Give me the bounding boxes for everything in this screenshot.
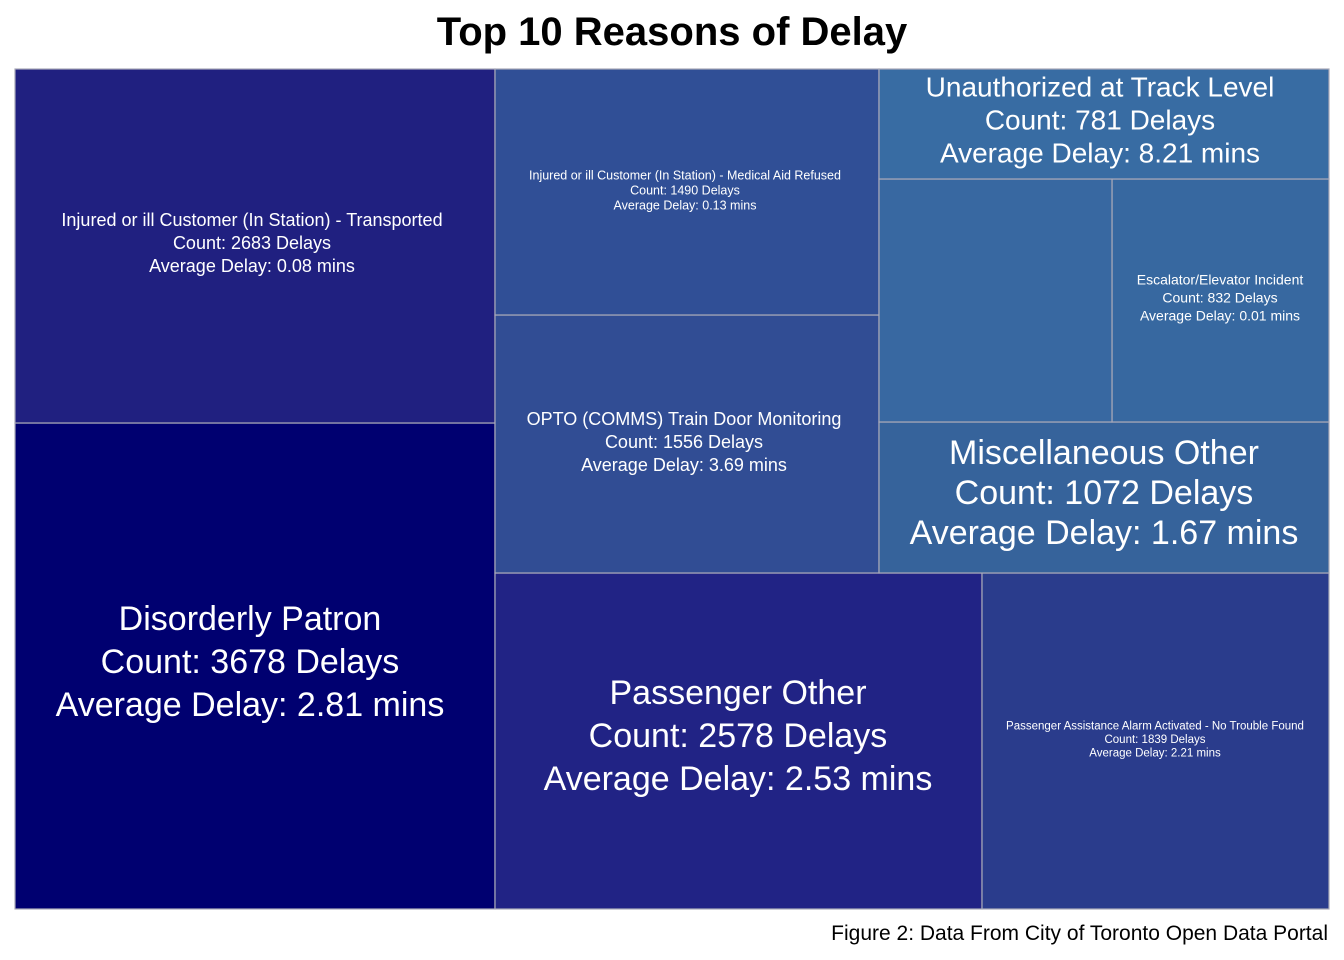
treemap-tile [14,422,496,910]
tile-avg-delay-label: Average Delay: 8.21 mins [940,137,1260,168]
tile-count-label: Count: 2683 Delays [173,233,331,253]
tile-label: Injured or ill Customer (In Station) - M… [529,168,841,182]
treemap-tile [494,314,880,574]
treemap-tile [878,68,1330,180]
tile-avg-delay-label: Average Delay: 3.69 mins [581,455,787,475]
tile-label: Unauthorized at Track Level [926,71,1275,102]
chart-caption: Figure 2: Data From City of Toronto Open… [831,922,1328,945]
tile-count-label: Count: 832 Delays [1162,290,1277,306]
tile-count-label: Count: 1072 Delays [955,474,1254,512]
tile-count-label: Count: 2578 Delays [589,717,888,755]
tile-label: Escalator/Elevator Incident [1137,272,1304,288]
tile-label: Passenger Assistance Alarm Activated - N… [1006,721,1304,733]
tile-label: Miscellaneous Other [949,434,1259,472]
tile-count-label: Count: 1490 Delays [630,183,740,197]
tile-count-label: Count: 1839 Delays [1104,734,1205,746]
tile-label: Disorderly Patron [119,600,382,638]
tile-count-label: Count: 1556 Delays [605,432,763,452]
tile-avg-delay-label: Average Delay: 2.53 mins [544,760,933,798]
treemap-tile [878,178,1113,423]
tile-count-label: Count: 781 Delays [985,104,1215,135]
tile-label: Passenger Other [609,674,866,712]
treemap-tile [494,68,880,316]
tile-avg-delay-label: Average Delay: 0.08 mins [149,256,355,276]
tile-count-label: Count: 3678 Delays [101,643,400,681]
treemap-tile [1111,178,1330,423]
treemap-tile [878,421,1330,574]
treemap-tile [14,68,496,424]
chart-title: Top 10 Reasons of Delay [436,10,908,54]
tile-avg-delay-label: Average Delay: 2.21 mins [1089,748,1221,760]
treemap-tile [981,572,1330,910]
tile-label: Injured or ill Customer (In Station) - T… [61,210,442,230]
tile-avg-delay-label: Average Delay: 0.13 mins [614,198,757,212]
tile-label: OPTO (COMMS) Train Door Monitoring [527,409,842,429]
treemap-tile [494,572,983,910]
tile-avg-delay-label: Average Delay: 2.81 mins [56,686,445,724]
tile-avg-delay-label: Average Delay: 1.67 mins [910,514,1299,552]
tile-avg-delay-label: Average Delay: 0.01 mins [1140,308,1300,324]
